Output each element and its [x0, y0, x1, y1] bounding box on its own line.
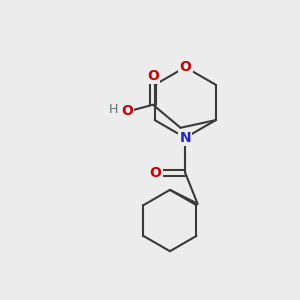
Text: O: O: [147, 69, 159, 82]
Text: N: N: [179, 131, 191, 145]
Text: O: O: [149, 166, 161, 180]
Text: O: O: [179, 60, 191, 74]
Text: H: H: [108, 103, 118, 116]
Text: O: O: [121, 104, 133, 118]
